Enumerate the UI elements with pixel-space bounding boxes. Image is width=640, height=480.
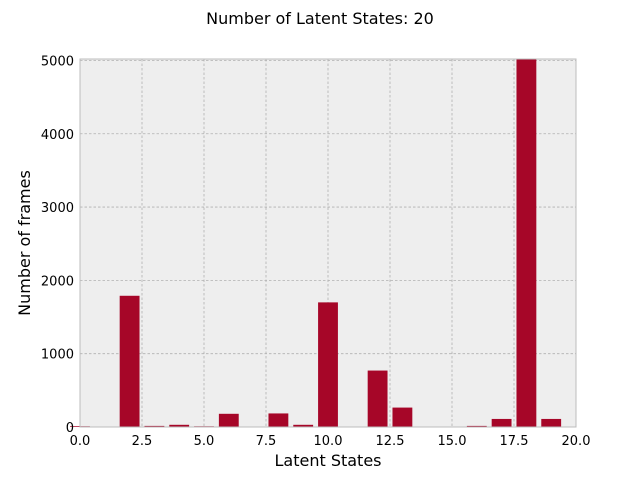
y-tick-label: 0 bbox=[66, 421, 74, 436]
plot-frame bbox=[79, 58, 577, 428]
bar bbox=[293, 424, 314, 427]
x-tick-label: 0.0 bbox=[70, 434, 91, 449]
x-tick-label: 15.0 bbox=[438, 434, 467, 449]
bar bbox=[318, 302, 338, 427]
bar bbox=[392, 407, 413, 427]
x-axis-title: Latent States bbox=[274, 451, 381, 470]
bar bbox=[466, 425, 487, 427]
bar bbox=[268, 413, 289, 427]
x-tick-label: 20.0 bbox=[562, 434, 591, 449]
x-tick-label: 2.5 bbox=[132, 434, 153, 449]
chart-title: Number of Latent States: 20 bbox=[206, 9, 434, 28]
bar bbox=[169, 424, 190, 427]
y-tick-label: 5000 bbox=[41, 54, 74, 69]
bar bbox=[516, 59, 537, 427]
x-tick-label: 12.5 bbox=[376, 434, 405, 449]
bar bbox=[491, 418, 512, 427]
bars bbox=[70, 59, 562, 427]
y-axis-title: Number of frames bbox=[15, 170, 34, 316]
y-tick-label: 4000 bbox=[41, 128, 74, 143]
bar bbox=[218, 413, 239, 427]
tick-labels: 0.0 2.5 5.0 7.5 10.0 12.5 15.0 17.5 20.0 0 1000 200… bbox=[41, 54, 591, 449]
y-tick-label: 3000 bbox=[41, 201, 74, 216]
y-tick-label: 1000 bbox=[41, 348, 74, 363]
x-tick-label: 5.0 bbox=[194, 434, 215, 449]
y-tick-label: 2000 bbox=[41, 274, 74, 289]
x-tick-label: 10.0 bbox=[314, 434, 343, 449]
bar bbox=[367, 370, 388, 427]
bar bbox=[144, 425, 165, 427]
bar bbox=[119, 295, 140, 427]
x-tick-label: 17.5 bbox=[500, 434, 529, 449]
bar bbox=[541, 418, 562, 427]
x-tick-label: 7.5 bbox=[256, 434, 277, 449]
